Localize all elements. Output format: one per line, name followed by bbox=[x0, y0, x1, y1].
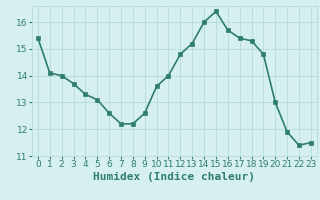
X-axis label: Humidex (Indice chaleur): Humidex (Indice chaleur) bbox=[93, 172, 255, 182]
